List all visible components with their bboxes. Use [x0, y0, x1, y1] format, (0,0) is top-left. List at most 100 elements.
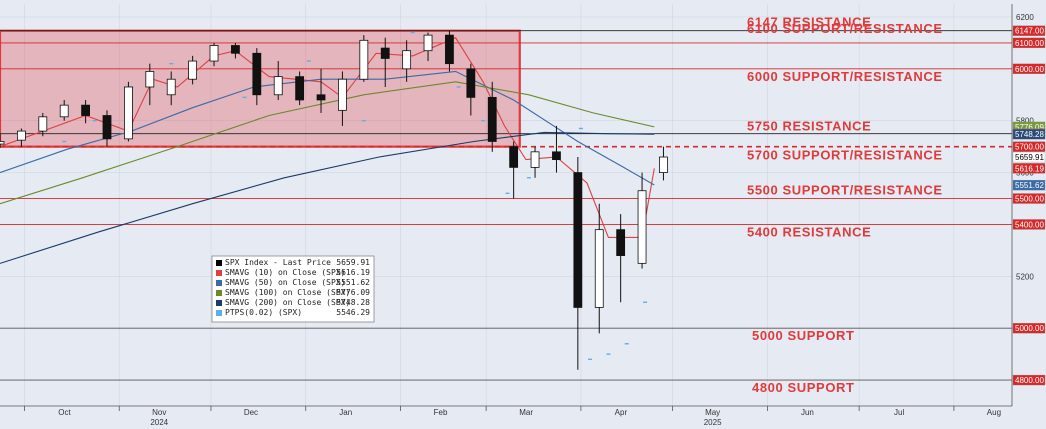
price-tag-label: 6100.00 [1015, 39, 1044, 48]
candle-body [423, 34, 433, 52]
candle-body [552, 151, 561, 161]
candle-body [509, 146, 519, 168]
price-tag-box [1012, 151, 1046, 163]
candle-body [338, 78, 347, 111]
x-tick-label: Jun [801, 408, 814, 417]
price-tag-box [1012, 25, 1046, 36]
level-label: 6147 RESISTANCE [747, 15, 871, 30]
legend-entry-name: PTPS(0.02) (SPX) [225, 308, 302, 317]
candle-body [59, 104, 69, 118]
price-tag-label: 5700.00 [1015, 143, 1044, 152]
legend-swatch [216, 260, 222, 266]
price-tag-label: 6000.00 [1015, 65, 1044, 74]
price-tag-box [1012, 179, 1046, 191]
x-year-label: 2025 [704, 418, 722, 427]
price-tag-label: 4800.00 [1015, 376, 1044, 385]
level-label: 6100 SUPPORT/RESISTANCE [747, 21, 943, 36]
price-tag-box [1012, 63, 1046, 74]
legend-swatch [216, 280, 222, 286]
candle-body [17, 130, 26, 141]
candle-body [124, 86, 133, 140]
moving-average-line [0, 37, 655, 238]
legend-entry-value: 5551.62 [336, 278, 370, 287]
legend-entry-value: 5659.91 [336, 258, 370, 267]
x-tick-label: Nov [152, 408, 166, 417]
price-tags: 6147.006100.006000.005776.095750.005748.… [1012, 25, 1046, 386]
price-tag-box [1012, 193, 1046, 204]
moving-average-lines [0, 37, 655, 264]
legend-entry-name: SMAVG (100) on Close (SPX) [225, 288, 350, 297]
legend-entry-name: SPX Index - Last Price [225, 258, 331, 267]
price-tag-box [1012, 141, 1046, 152]
candle-body [38, 116, 48, 132]
legend-entry-value: 5616.19 [336, 268, 370, 277]
x-tick-label: Aug [987, 408, 1001, 417]
candle-body [359, 39, 369, 80]
x-tick-label: Jan [339, 408, 352, 417]
level-label: 5000 SUPPORT [752, 328, 855, 343]
price-tag-box [1012, 323, 1046, 334]
legend-entry-value: 5546.29 [336, 308, 370, 317]
x-year-label: 2024 [150, 418, 168, 427]
price-tag-box [1012, 128, 1046, 140]
legend-entry-name: SMAVG (50) on Close (SPX) [225, 278, 345, 287]
price-tag-label: 5000.00 [1015, 324, 1044, 333]
price-tag-label: 5400.00 [1015, 220, 1044, 229]
price-tag-box [1012, 163, 1046, 174]
legend-entry-name: SMAVG (10) on Close (SPX) [225, 268, 345, 277]
level-label: 4800 SUPPORT [752, 380, 855, 395]
price-tag-label: 6147.00 [1015, 27, 1044, 36]
candle-body [487, 96, 497, 142]
y-tick-label: 6200 [1016, 13, 1034, 22]
price-tag-label: 5500.00 [1015, 195, 1044, 204]
x-tick-label: Oct [58, 408, 71, 417]
legend-swatch [216, 310, 222, 316]
candlesticks [0, 30, 668, 370]
moving-average-line [0, 70, 655, 186]
candle-body [295, 76, 305, 101]
level-label: 6000 SUPPORT/RESISTANCE [747, 69, 943, 84]
x-tick-label: Jul [894, 408, 904, 417]
legend-entry-name: SMAVG (200) on Close (SPX) [225, 298, 350, 307]
level-label: 5700 SUPPORT/RESISTANCE [747, 148, 943, 163]
x-tick-label: Feb [434, 408, 448, 417]
price-tag-label: 5748.28 [1015, 130, 1044, 139]
level-label: 5500 SUPPORT/RESISTANCE [747, 183, 943, 198]
candle-body [316, 94, 326, 101]
price-tag-box [1012, 374, 1046, 386]
price-tag-label: 5659.91 [1015, 153, 1044, 162]
moving-average-line [0, 81, 655, 205]
y-tick-label: 5200 [1016, 272, 1034, 281]
legend-swatch [216, 290, 222, 296]
candle-body [594, 229, 604, 308]
legend-box [211, 255, 375, 323]
candle-body [637, 190, 647, 264]
candle-body [530, 151, 540, 168]
candle-body [659, 156, 668, 173]
price-tag-label: 5616.19 [1015, 164, 1044, 173]
candle-body [273, 76, 283, 96]
moving-average-line [0, 131, 655, 264]
candle-body [466, 68, 476, 98]
candle-body [102, 115, 112, 140]
price-tag-box [1012, 219, 1046, 230]
candle-body [166, 78, 176, 96]
candle-body [252, 52, 262, 96]
candle-body [402, 50, 412, 70]
candle-body [445, 34, 454, 65]
level-label: 5750 RESISTANCE [747, 119, 871, 134]
x-tick-label: Mar [519, 408, 533, 417]
legend-entry-value: 5776.09 [336, 288, 370, 297]
legend-swatch [216, 300, 222, 306]
price-tag-box [1012, 37, 1046, 49]
candle-body [573, 172, 583, 308]
legend-swatch [216, 270, 222, 276]
candle-body [209, 45, 219, 62]
candle-body [380, 47, 390, 59]
candle-body [0, 141, 5, 145]
legend-entry-value: 5748.28 [336, 298, 370, 307]
x-tick-label: Apr [615, 408, 628, 417]
